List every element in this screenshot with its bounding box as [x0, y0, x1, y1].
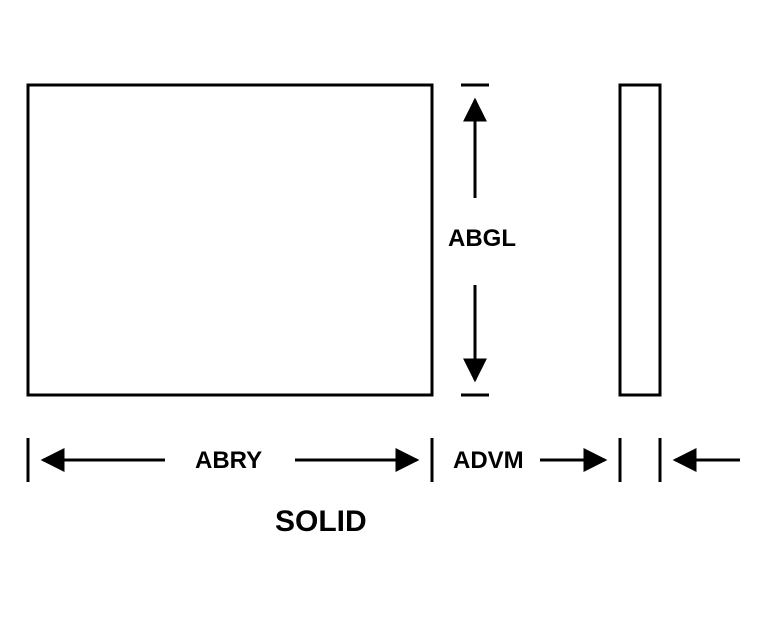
side-rectangle: [620, 85, 660, 395]
main-rectangle: [28, 85, 432, 395]
thickness-label: ADVM: [453, 447, 524, 475]
diagram-svg: [0, 0, 775, 629]
height-label: ABGL: [448, 225, 516, 253]
diagram-title: SOLID: [275, 505, 367, 539]
width-label: ABRY: [195, 447, 262, 475]
technical-diagram: ABGL ABRY ADVM SOLID: [0, 0, 775, 629]
